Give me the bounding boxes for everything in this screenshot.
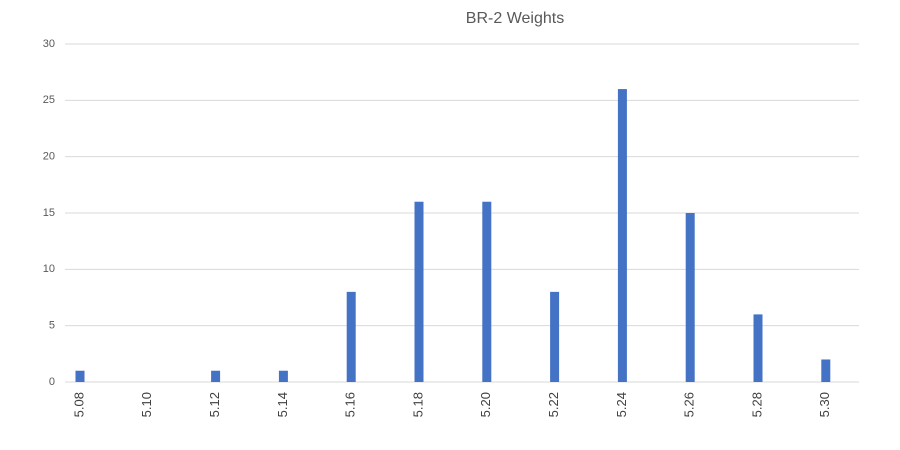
- y-tick-label: 25: [43, 94, 55, 106]
- bar: [278, 370, 288, 382]
- chart-title: BR-2 Weights: [466, 10, 564, 27]
- x-tick-label: 5.22: [546, 392, 561, 417]
- y-tick-label: 15: [43, 207, 55, 219]
- x-tick-label: 5.28: [749, 392, 764, 417]
- x-tick-label: 5.20: [478, 392, 493, 417]
- y-tick-label: 10: [43, 263, 55, 275]
- y-tick-label: 30: [43, 38, 55, 50]
- x-tick-label: 5.10: [139, 392, 154, 417]
- bar: [482, 201, 492, 382]
- bar: [617, 89, 627, 383]
- bar: [550, 291, 560, 382]
- bar: [346, 291, 356, 382]
- x-tick-label: 5.08: [71, 392, 86, 417]
- x-tick-label: 5.18: [410, 392, 425, 417]
- y-tick-label: 0: [49, 376, 55, 388]
- x-tick-label: 5.24: [614, 392, 629, 417]
- bar: [414, 201, 424, 382]
- x-tick-label: 5.16: [343, 392, 358, 417]
- y-tick-label: 20: [43, 151, 55, 163]
- bar: [75, 370, 85, 382]
- bar: [685, 213, 695, 382]
- x-tick-label: 5.30: [817, 392, 832, 417]
- bar: [753, 314, 763, 382]
- x-tick-label: 5.14: [275, 392, 290, 417]
- y-tick-label: 5: [49, 320, 55, 332]
- bar: [821, 359, 831, 382]
- x-tick-label: 5.12: [207, 392, 222, 417]
- bar: [211, 370, 221, 382]
- x-tick-label: 5.26: [682, 392, 697, 417]
